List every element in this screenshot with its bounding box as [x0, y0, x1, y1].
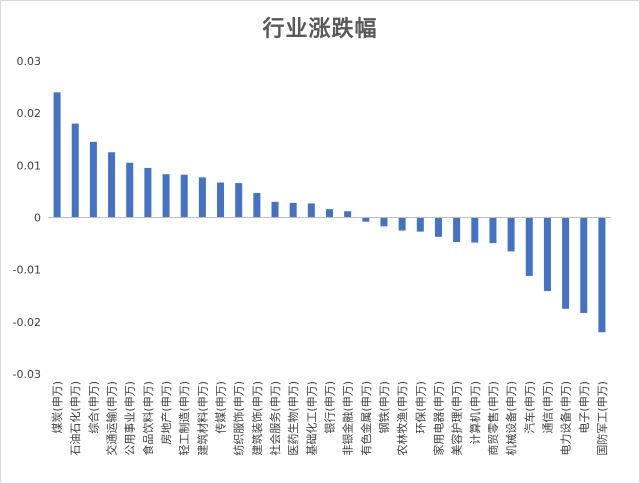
y-tick-label: -0.03 — [13, 368, 41, 381]
bar — [71, 123, 79, 218]
bar — [235, 183, 243, 218]
y-tick-label: -0.01 — [13, 264, 41, 277]
category-label: 煤炭(申万) — [51, 381, 64, 434]
bar — [126, 162, 134, 218]
category-label: 社会服务(申万) — [268, 381, 282, 456]
y-tick-label: 0 — [34, 212, 41, 225]
category-label: 通信(申万) — [541, 381, 554, 434]
bar — [598, 217, 606, 333]
category-label: 综合(申万) — [86, 381, 100, 434]
category-label: 非银金融(申万) — [341, 381, 355, 456]
bar — [217, 182, 225, 218]
category-label: 基础化工(申万) — [304, 381, 318, 456]
bar — [144, 167, 152, 218]
bar — [453, 217, 461, 243]
bar — [507, 217, 515, 252]
category-label: 汽车(申万) — [522, 381, 536, 434]
bar — [380, 217, 388, 227]
category-label: 银行(申万) — [323, 381, 337, 434]
bar — [398, 217, 406, 231]
bar — [89, 141, 97, 218]
chart-title: 行业涨跌幅 — [262, 17, 378, 42]
category-label: 机械设备(申万) — [504, 381, 518, 456]
bar — [326, 209, 333, 218]
category-label: 家用电器(申万) — [431, 381, 445, 456]
bar — [489, 217, 497, 244]
bar — [562, 217, 570, 309]
bar — [108, 152, 116, 218]
category-label: 医药生物(申万) — [286, 381, 300, 456]
category-labels: 煤炭(申万) 石油石化(申万) 综合(申万) 交通运输(申万) 公用事业(申万) 食品饮料… — [51, 381, 609, 456]
bar — [53, 92, 61, 218]
category-label: 食品饮料(申万) — [141, 381, 155, 456]
category-label: 公用事业(申万) — [124, 381, 137, 456]
bar — [180, 174, 188, 218]
bar — [416, 217, 424, 232]
bar — [471, 217, 479, 243]
category-label: 交通运输(申万) — [105, 381, 119, 456]
bar — [525, 217, 533, 276]
category-label: 传媒(申万) — [215, 381, 228, 434]
category-label: 电子(申万) — [578, 381, 591, 434]
y-tick-label: 0.01 — [17, 159, 42, 172]
bars — [53, 92, 606, 333]
bar — [580, 217, 588, 313]
bar — [362, 217, 370, 222]
bar — [271, 201, 279, 218]
bar — [543, 217, 551, 292]
category-label: 国防军工(申万) — [595, 381, 609, 456]
bar — [434, 217, 442, 237]
bar — [198, 177, 206, 218]
category-label: 纺织服饰(申万) — [232, 381, 246, 456]
category-label: 有色金属(申万) — [359, 381, 373, 456]
bar — [344, 211, 352, 218]
category-label: 建筑装饰(申万) — [250, 381, 264, 456]
category-label: 电力设备(申万) — [559, 381, 573, 456]
category-label: 计算机(申万) — [468, 381, 482, 445]
bar — [289, 202, 297, 218]
category-label: 石油石化(申万) — [68, 381, 82, 456]
y-tick-label: 0.02 — [17, 107, 42, 120]
bar — [307, 203, 315, 218]
category-label: 农林牧渔(申万) — [395, 381, 409, 456]
category-label: 房地产(申万) — [159, 381, 173, 445]
category-label: 建筑材料(申万) — [195, 381, 209, 456]
bar — [253, 192, 261, 218]
y-tick-label: -0.02 — [13, 316, 41, 329]
category-label: 轻工制造(申万) — [177, 381, 191, 456]
category-label: 商贸零售(申万) — [486, 381, 500, 456]
category-label: 美容护理(申万) — [450, 381, 464, 456]
bar — [162, 174, 170, 218]
category-label: 钢铁(申万) — [378, 381, 391, 434]
category-label: 环保(申万) — [413, 381, 427, 434]
y-axis: 0.03 0.02 0.01 0 -0.01 -0.02 -0.03 — [13, 55, 41, 381]
y-tick-label: 0.03 — [17, 55, 42, 68]
